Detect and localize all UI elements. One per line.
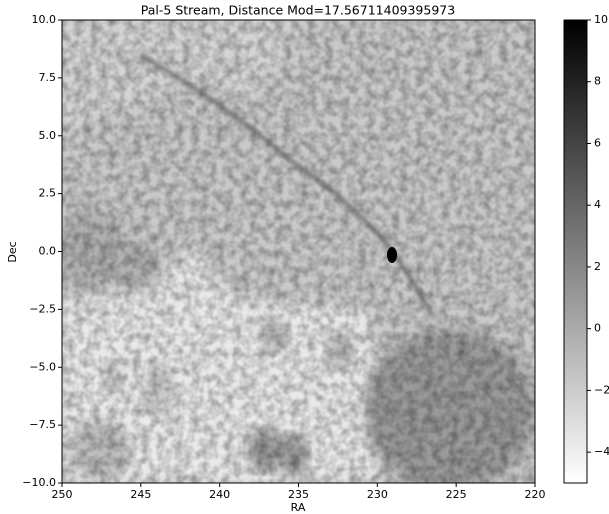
x-tick-label: 235 [288,488,309,501]
x-tick-label: 240 [209,488,230,501]
y-tick-label: −10.0 [22,476,56,489]
colorbar-tick-label: 8 [594,75,601,88]
y-tick-label: 0.0 [39,245,57,258]
colorbar-tick-label: 6 [594,136,601,149]
x-tick-label: 230 [367,488,388,501]
colorbar-tick-label: 10 [594,13,608,26]
y-tick-label: −2.5 [29,302,56,315]
y-tick-label: 2.5 [39,187,57,200]
colorbar [563,19,588,484]
colorbar-tick-label: 2 [594,260,601,273]
y-tick-label: 10.0 [32,13,57,26]
chart-title: Pal-5 Stream, Distance Mod=17.5671140939… [141,3,455,18]
colorbar-tick-label: 4 [594,198,601,211]
colorbar-tick-label: −2 [594,383,609,396]
y-tick-label: −5.0 [29,360,56,373]
y-tick-label: −7.5 [29,418,56,431]
colorbar-tick-label: −4 [594,445,609,458]
x-tick-label: 220 [525,488,546,501]
x-tick-label: 245 [130,488,151,501]
image [62,20,535,483]
y-tick-label: 7.5 [39,71,57,84]
y-axis-label: Dec [6,241,19,262]
x-tick-label: 225 [446,488,467,501]
colorbar-tick-label: 0 [594,322,601,335]
y-tick-label: 5.0 [39,129,57,142]
x-axis-label: RA [291,501,306,514]
x-tick-label: 250 [52,488,73,501]
